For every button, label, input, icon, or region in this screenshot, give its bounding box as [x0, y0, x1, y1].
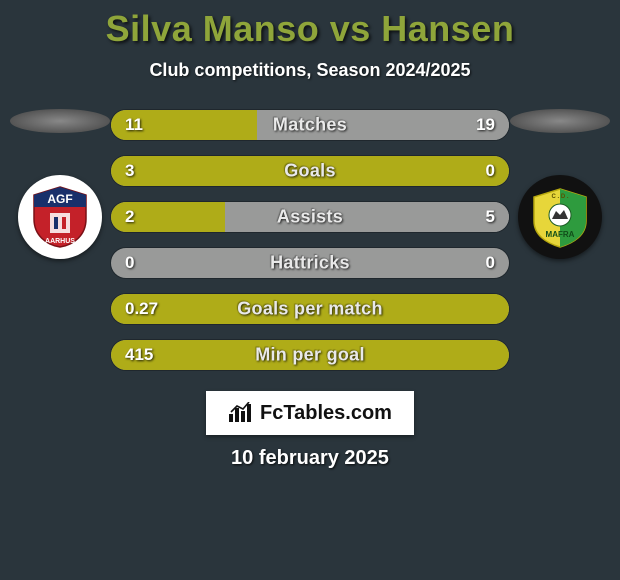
shield-icon: AGF AARHUS: [30, 185, 90, 249]
stat-row: 0.27Goals per match: [110, 293, 510, 325]
stat-label: Matches: [111, 115, 509, 136]
club-right-crest: MAFRA C . D .: [518, 175, 602, 259]
shield-icon: MAFRA C . D .: [528, 185, 592, 249]
stat-label: Goals: [111, 161, 509, 182]
stat-label: Hattricks: [111, 253, 509, 274]
stat-row: 3Goals0: [110, 155, 510, 187]
comparison-card: Silva Manso vs Hansen Club competitions,…: [0, 0, 620, 470]
stat-value-right: 19: [476, 115, 495, 135]
date-text: 10 february 2025: [0, 447, 620, 470]
stat-row: 2Assists5: [110, 201, 510, 233]
stat-label: Assists: [111, 207, 509, 228]
player-left-placeholder: [10, 109, 110, 133]
svg-text:AGF: AGF: [47, 192, 72, 206]
stat-value-right: 5: [486, 207, 495, 227]
stat-value-right: 0: [486, 253, 495, 273]
stat-label: Goals per match: [111, 299, 509, 320]
player-left-column: AGF AARHUS: [10, 109, 110, 259]
stat-bars: 11Matches193Goals02Assists50Hattricks00.…: [110, 109, 510, 371]
club-left-crest: AGF AARHUS: [18, 175, 102, 259]
page-title: Silva Manso vs Hansen: [0, 8, 620, 50]
stat-row: 11Matches19: [110, 109, 510, 141]
stat-row: 415Min per goal: [110, 339, 510, 371]
brand-badge: FcTables.com: [206, 391, 414, 435]
stat-row: 0Hattricks0: [110, 247, 510, 279]
player-right-placeholder: [510, 109, 610, 133]
svg-text:AARHUS: AARHUS: [45, 238, 75, 245]
stat-value-right: 0: [486, 161, 495, 181]
subtitle: Club competitions, Season 2024/2025: [0, 60, 620, 81]
brand-text: FcTables.com: [260, 402, 392, 425]
stat-label: Min per goal: [111, 345, 509, 366]
stats-area: AGF AARHUS MAFRA C . D .: [0, 109, 620, 371]
bar-chart-icon: [228, 402, 254, 424]
svg-text:MAFRA: MAFRA: [546, 230, 575, 239]
player-right-column: MAFRA C . D .: [510, 109, 610, 259]
svg-text:C . D .: C . D .: [551, 194, 568, 200]
